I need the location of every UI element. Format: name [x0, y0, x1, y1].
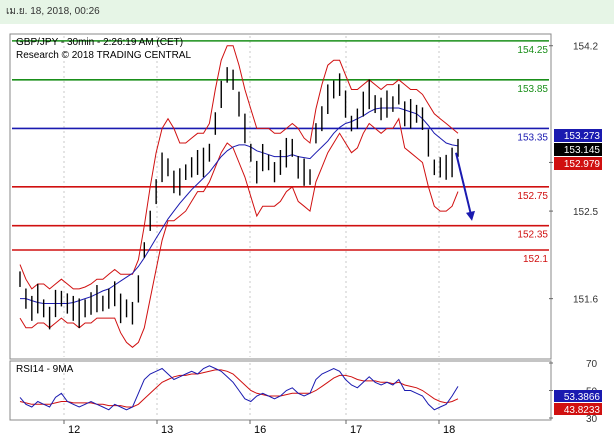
rsi-value-tag-text: 53.3866	[564, 392, 601, 403]
price-tag-bg-1	[554, 143, 602, 156]
rsi-value-tag-bg	[554, 390, 602, 402]
x-tick-label-2: 16	[254, 424, 266, 436]
price-bars	[19, 67, 459, 330]
level-label-5: 152.1	[523, 254, 548, 265]
level-label-4: 152.35	[517, 230, 548, 241]
rsi-ma-line	[19, 369, 459, 408]
price-tag-text-2: 152.979	[564, 159, 601, 170]
rsi-ma-value-tag-text: 43.8233	[564, 405, 601, 416]
x-tick-label-3: 17	[350, 424, 362, 436]
price-tag-bg-2	[554, 157, 602, 170]
y-tick-label-3: 151.6	[573, 295, 598, 306]
level-label-3: 152.75	[517, 191, 548, 202]
date-text: เม.ย. 18, 2018, 00:26	[6, 6, 100, 17]
price-tag-text-0: 153.273	[564, 131, 601, 142]
x-tick-label-4: 18	[443, 424, 455, 436]
rsi-title: RSI14 - 9MA	[16, 364, 74, 375]
x-tick-label-0: 12	[68, 424, 80, 436]
x-axis-ticks: 12 13 16 17 18	[63, 420, 455, 436]
projection-arrow-head	[466, 210, 475, 221]
level-lines: 154.25 153.85 153.35 152.75 152.35 152.1	[12, 40, 549, 265]
price-tag-bg-0	[554, 129, 602, 142]
bollinger-bands	[19, 45, 459, 348]
level-label-2: 153.35	[517, 132, 548, 143]
chart-title: GBP/JPY - 30min - 2:26:19 AM (CET)	[16, 37, 183, 48]
bollinger-upper-line	[19, 45, 459, 290]
moving-average	[20, 107, 459, 304]
date-header: เม.ย. 18, 2018, 00:26	[0, 0, 614, 24]
y-tick-label-0: 154.2	[573, 42, 598, 53]
rsi-y-tick-label-0: 70	[586, 359, 598, 370]
ma-line	[20, 107, 459, 304]
level-label-0: 154.25	[517, 45, 548, 56]
main-panel-frame	[9, 33, 552, 360]
price-tag-text-1: 153.145	[564, 145, 601, 156]
y-tick-label-2: 152.5	[573, 207, 598, 218]
rsi-y-tick-label-2: 30	[586, 414, 598, 425]
rsi-line	[19, 365, 459, 411]
price-tags: 153.273 153.145 152.979	[554, 129, 602, 170]
projection-arrow-shaft	[455, 152, 472, 216]
rsi-panel-frame	[9, 360, 552, 421]
level-label-1: 153.85	[517, 84, 548, 95]
x-tick-label-1: 13	[161, 424, 173, 436]
rsi-ma-value-tag-bg	[554, 403, 602, 415]
chart-subtitle: Research © 2018 TRADING CENTRAL	[16, 50, 191, 61]
projection-arrow	[455, 152, 475, 221]
bollinger-lower-line	[19, 117, 459, 348]
grid-lines	[63, 36, 440, 418]
